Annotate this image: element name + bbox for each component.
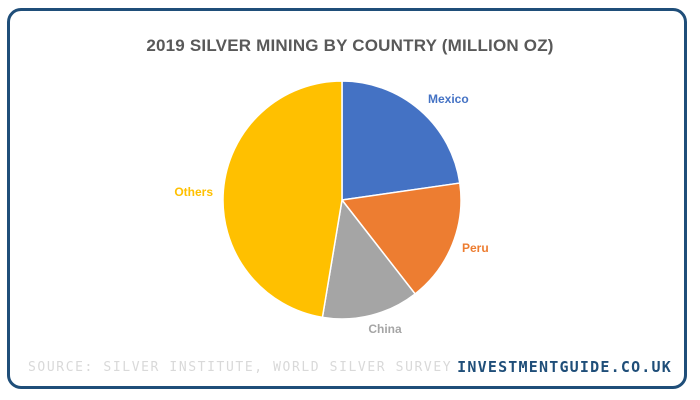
- slice-label-peru: Peru: [462, 241, 489, 255]
- pie-slice-mexico: [341, 80, 461, 201]
- pie-slice-china: [321, 198, 417, 320]
- pie-slices: [222, 80, 462, 320]
- source-note: SOURCE: SILVER INSTITUTE, WORLD SILVER S…: [28, 360, 453, 375]
- brand-link[interactable]: INVESTMENTGUIDE.CO.UK: [457, 358, 672, 376]
- slice-label-china: China: [368, 322, 402, 336]
- slice-label-mexico: Mexico: [428, 92, 469, 106]
- slice-label-others: Others: [174, 185, 213, 199]
- pie-slice-peru: [340, 182, 462, 295]
- chart-title: 2019 SILVER MINING BY COUNTRY (MILLION O…: [146, 36, 554, 55]
- pie-slice-others: [222, 80, 343, 319]
- pie-labels: Mexico Peru China Others: [174, 92, 488, 336]
